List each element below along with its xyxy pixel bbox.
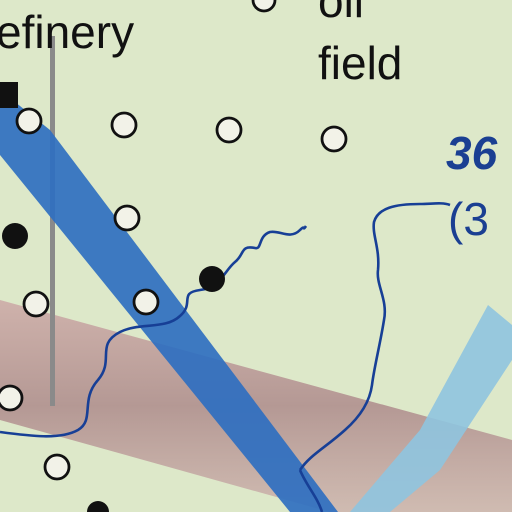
well-icon — [0, 384, 24, 412]
well-markers — [0, 0, 348, 481]
well-icon — [15, 107, 43, 135]
pipeline-number-label: 36 — [446, 127, 498, 179]
refinery-label: efinery — [0, 6, 135, 58]
pipeline-secondary-label: (3 — [448, 193, 489, 245]
dark-pipeline — [0, 90, 338, 512]
river-west — [0, 225, 308, 438]
oil-field-label-line1: oil — [318, 0, 365, 27]
well-icon — [132, 288, 160, 316]
oil-field-label-line2: field — [318, 37, 403, 89]
well-icon — [43, 453, 71, 481]
well-icon — [215, 116, 243, 144]
river-east — [298, 202, 451, 471]
producing-well-markers — [2, 223, 225, 512]
well-icon — [113, 204, 141, 232]
well-icon — [251, 0, 277, 13]
producing-well-icon — [2, 223, 28, 249]
well-icon — [22, 290, 50, 318]
producing-well-icon — [199, 266, 225, 292]
river-south — [298, 469, 324, 512]
light-pipeline — [350, 305, 512, 512]
well-icon — [110, 111, 138, 139]
producing-well-icon — [87, 501, 109, 512]
refinery-line — [50, 36, 55, 406]
well-icon — [320, 125, 348, 153]
refinery-icon — [0, 82, 18, 108]
